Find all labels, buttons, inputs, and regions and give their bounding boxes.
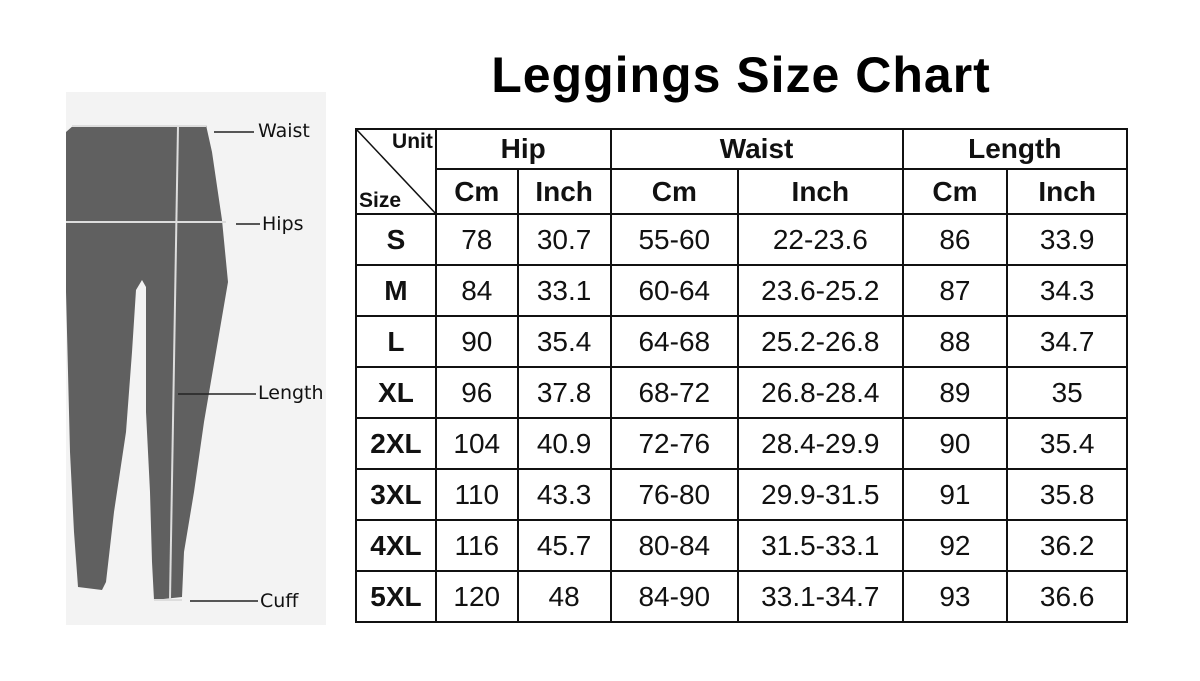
- unit-header: Cm: [434, 168, 519, 215]
- header-row-groups: Unit Size Hip Waist Length: [355, 128, 1129, 215]
- value-cell: 55-60: [609, 213, 740, 266]
- leggings-illustration: [66, 125, 260, 602]
- value-cell: 92: [901, 519, 1009, 572]
- table-row: 2XL 104 40.9 72-76 28.4-29.9 90 35.4: [355, 417, 1128, 470]
- size-cell: S: [355, 213, 437, 266]
- table-row: 5XL 120 48 84-90 33.1-34.7 93 36.6: [355, 570, 1128, 623]
- size-cell: 4XL: [355, 519, 437, 572]
- value-cell: 25.2-26.8: [737, 315, 904, 368]
- group-length: Length: [901, 128, 1129, 170]
- value-cell: 110: [434, 468, 519, 521]
- size-cell: 3XL: [355, 468, 437, 521]
- value-cell: 76-80: [609, 468, 740, 521]
- value-cell: 88: [901, 315, 1009, 368]
- value-cell: 33.9: [1006, 213, 1128, 266]
- value-cell: 45.7: [516, 519, 612, 572]
- value-cell: 33.1: [516, 264, 612, 317]
- table-row: S 78 30.7 55-60 22-23.6 86 33.9: [355, 213, 1128, 266]
- value-cell: 104: [434, 417, 519, 470]
- value-cell: 43.3: [516, 468, 612, 521]
- value-cell: 87: [901, 264, 1009, 317]
- value-cell: 28.4-29.9: [737, 417, 904, 470]
- waist-label: Waist: [258, 120, 310, 142]
- hips-label: Hips: [262, 213, 304, 235]
- value-cell: 26.8-28.4: [737, 366, 904, 419]
- value-cell: 40.9: [516, 417, 612, 470]
- unit-header: Inch: [1006, 168, 1128, 215]
- value-cell: 34.3: [1006, 264, 1128, 317]
- value-cell: 48: [516, 570, 612, 623]
- size-label: Size: [359, 189, 402, 212]
- table-row: XL 96 37.8 68-72 26.8-28.4 89 35: [355, 366, 1128, 419]
- value-cell: 29.9-31.5: [737, 468, 904, 521]
- size-table: Unit Size Hip Waist Length Cm Inch Cm In…: [355, 128, 1129, 623]
- value-cell: 37.8: [516, 366, 612, 419]
- unit-size-corner: Unit Size: [355, 128, 437, 215]
- group-hip: Hip: [434, 128, 612, 170]
- table-row: M 84 33.1 60-64 23.6-25.2 87 34.3: [355, 264, 1128, 317]
- leggings-shape: [66, 125, 228, 600]
- value-cell: 96: [434, 366, 519, 419]
- unit-header: Cm: [901, 168, 1009, 215]
- cuff-label: Cuff: [260, 590, 299, 612]
- size-cell: XL: [355, 366, 437, 419]
- value-cell: 35.4: [516, 315, 612, 368]
- value-cell: 120: [434, 570, 519, 623]
- value-cell: 30.7: [516, 213, 612, 266]
- value-cell: 35: [1006, 366, 1128, 419]
- page-title: Leggings Size Chart: [491, 47, 991, 103]
- size-cell: 5XL: [355, 570, 437, 623]
- value-cell: 35.8: [1006, 468, 1128, 521]
- value-cell: 89: [901, 366, 1009, 419]
- table-row: 4XL 116 45.7 80-84 31.5-33.1 92 36.2: [355, 519, 1128, 572]
- length-label: Length: [258, 382, 324, 404]
- leggings-measurement-diagram: Waist Hips Length Cuff: [66, 92, 326, 625]
- value-cell: 36.6: [1006, 570, 1128, 623]
- group-waist: Waist: [609, 128, 904, 170]
- size-cell: 2XL: [355, 417, 437, 470]
- value-cell: 80-84: [609, 519, 740, 572]
- value-cell: 84-90: [609, 570, 740, 623]
- table-row: 3XL 110 43.3 76-80 29.9-31.5 91 35.8: [355, 468, 1128, 521]
- value-cell: 72-76: [609, 417, 740, 470]
- unit-label: Unit: [392, 130, 433, 153]
- diagonal-divider: [357, 130, 437, 215]
- header-row-units: Cm Inch Cm Inch Cm Inch: [356, 168, 1128, 215]
- size-cell: L: [355, 315, 437, 368]
- table-row: L 90 35.4 64-68 25.2-26.8 88 34.7: [355, 315, 1128, 368]
- value-cell: 90: [901, 417, 1009, 470]
- value-cell: 34.7: [1006, 315, 1128, 368]
- value-cell: 91: [901, 468, 1009, 521]
- value-cell: 60-64: [609, 264, 740, 317]
- unit-header: Inch: [516, 168, 612, 215]
- value-cell: 22-23.6: [737, 213, 904, 266]
- value-cell: 90: [434, 315, 519, 368]
- value-cell: 36.2: [1006, 519, 1128, 572]
- value-cell: 86: [901, 213, 1009, 266]
- value-cell: 93: [901, 570, 1009, 623]
- unit-header: Cm: [609, 168, 740, 215]
- unit-header: Inch: [737, 168, 904, 215]
- value-cell: 35.4: [1006, 417, 1128, 470]
- value-cell: 116: [434, 519, 519, 572]
- value-cell: 23.6-25.2: [737, 264, 904, 317]
- value-cell: 33.1-34.7: [737, 570, 904, 623]
- value-cell: 31.5-33.1: [737, 519, 904, 572]
- value-cell: 84: [434, 264, 519, 317]
- value-cell: 78: [434, 213, 519, 266]
- size-cell: M: [355, 264, 437, 317]
- value-cell: 64-68: [609, 315, 740, 368]
- value-cell: 68-72: [609, 366, 740, 419]
